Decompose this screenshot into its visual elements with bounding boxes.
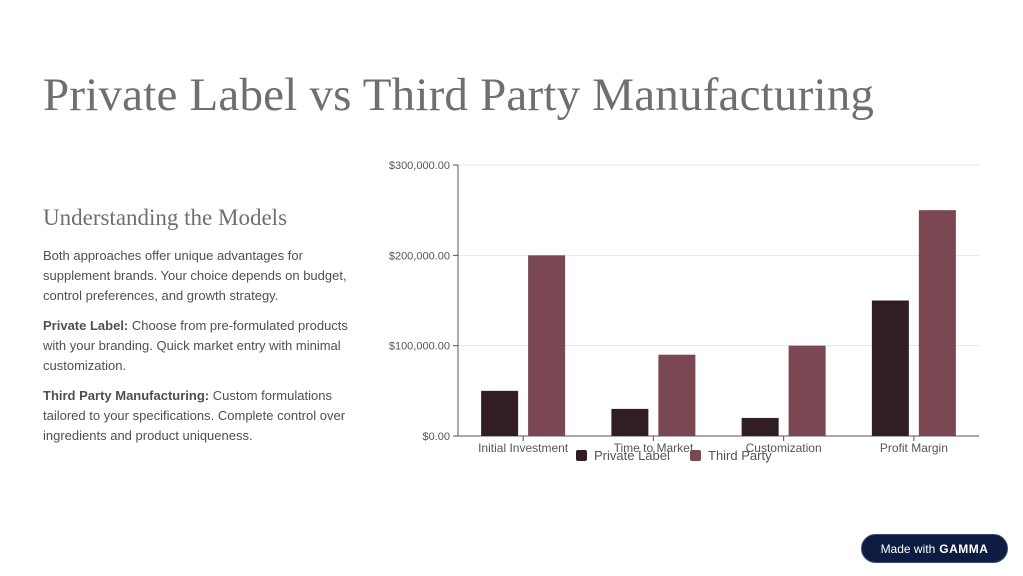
x-tick-label: Customization — [746, 441, 822, 455]
bar — [741, 417, 779, 436]
bar — [481, 390, 519, 436]
y-tick-label: $300,000.00 — [389, 160, 450, 172]
legend-label: Private Label — [594, 448, 670, 463]
third-party-term: Third Party Manufacturing: — [43, 388, 210, 403]
legend-swatch — [690, 450, 701, 461]
y-tick-label: $100,000.00 — [389, 341, 450, 353]
bar — [658, 354, 696, 436]
private-label-paragraph: Private Label: Choose from pre-formulate… — [43, 316, 363, 376]
third-party-description: Custom formulations tailored to your spe… — [43, 388, 346, 443]
legend-label: Third Party — [708, 448, 772, 463]
y-tick-label: $0.00 — [422, 431, 450, 443]
x-tick-label: Time to Market — [614, 441, 694, 455]
bar-chart: $0.00 $100,000.00 $200,000.00 $300,000.00 In… — [389, 160, 979, 463]
private-label-term: Private Label: — [43, 318, 129, 333]
made-with-gamma-badge[interactable]: Made with GAMMA — [861, 534, 1008, 563]
gamma-logo: GAMMA — [939, 541, 989, 556]
x-tick-label: Initial Investment — [478, 441, 569, 455]
intro-paragraph: Both approaches offer unique advantages … — [43, 248, 347, 303]
x-tick-label: Profit Margin — [880, 441, 948, 455]
bar — [918, 210, 956, 436]
section-subtitle: Understanding the Models — [43, 205, 288, 230]
third-party-paragraph: Third Party Manufacturing: Custom formul… — [43, 386, 363, 446]
y-tick-label: $200,000.00 — [389, 250, 450, 262]
bar — [788, 345, 826, 436]
page-title: Private Label vs Third Party Manufacturi… — [43, 69, 875, 121]
legend-swatch — [576, 450, 587, 461]
private-label-description: Choose from pre-formulated products with… — [43, 318, 348, 373]
bar — [871, 300, 909, 436]
badge-prefix: Made with — [880, 541, 936, 556]
bar — [528, 255, 566, 436]
bar — [611, 408, 649, 436]
